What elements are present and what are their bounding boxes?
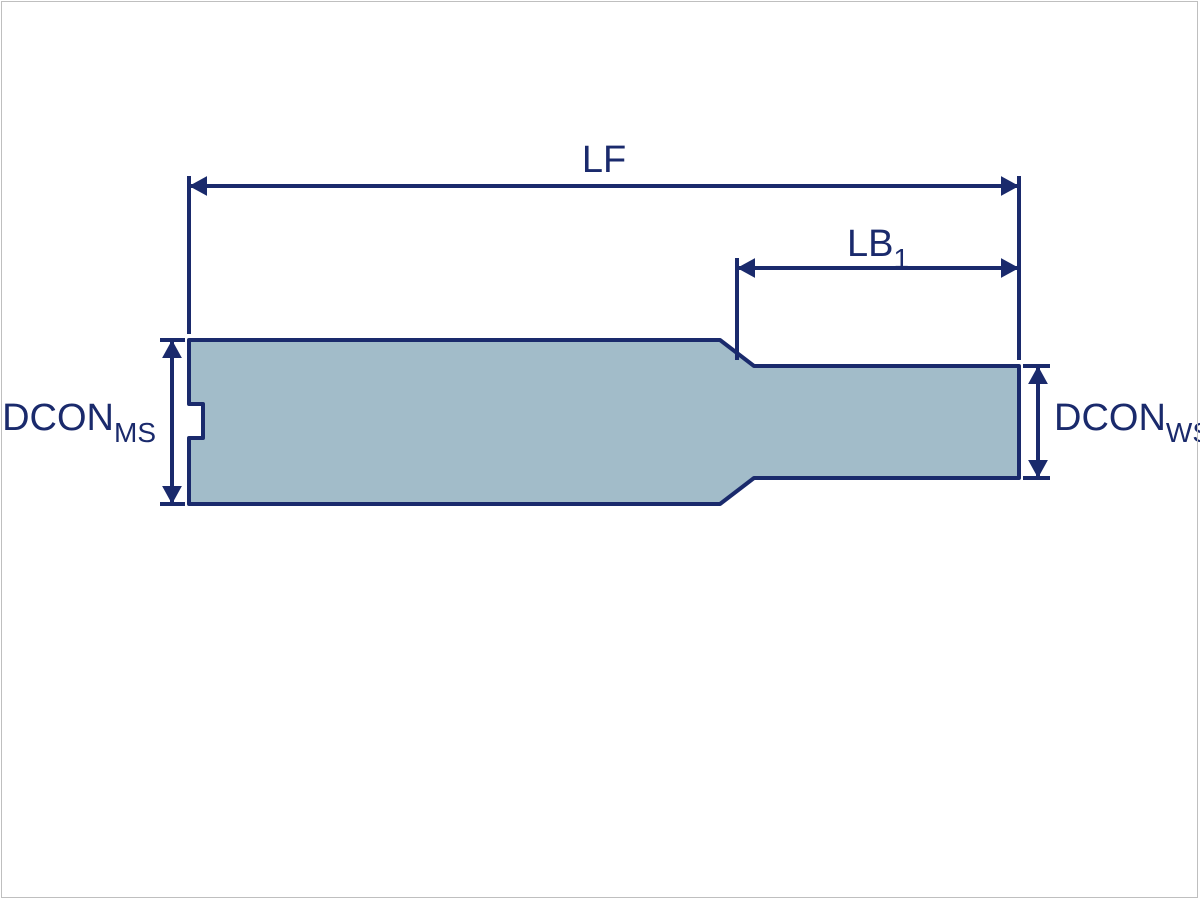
image-frame (1, 1, 1198, 898)
